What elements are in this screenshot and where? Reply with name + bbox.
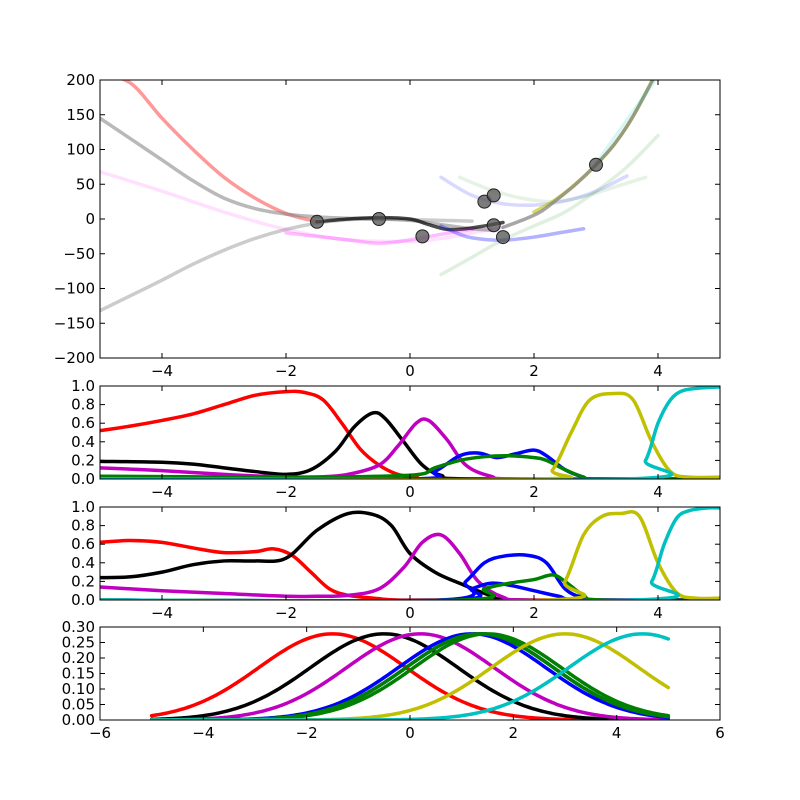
data-point [589, 157, 603, 172]
y-tick-label: 0.10 [62, 680, 95, 698]
y-tick-label: 1.0 [71, 377, 95, 395]
y-tick-label: 0.15 [62, 665, 95, 683]
x-tick-label: 6 [715, 724, 725, 742]
y-tick-label: 0.0 [71, 470, 95, 488]
y-tick-label: 0.6 [71, 535, 95, 553]
x-tick-label: −2 [275, 362, 297, 380]
series-line-2 [149, 632, 671, 720]
y-tick-label: 0.6 [71, 414, 95, 432]
y-tick-label: 0.05 [62, 696, 95, 714]
series-line-2 [100, 532, 720, 600]
plot-area [100, 80, 660, 313]
y-tick-label: 0.4 [71, 554, 95, 572]
series-line-3 [315, 215, 505, 232]
y-tick-label: −200 [54, 349, 95, 367]
y-tick-label: 0.20 [62, 649, 95, 667]
plot-area [100, 386, 720, 479]
series-line-4 [100, 453, 720, 479]
series-line-8 [439, 133, 660, 277]
series-line-7 [149, 632, 671, 720]
series-line-11 [501, 80, 655, 230]
x-tick-label: 4 [653, 483, 663, 501]
series-line-5 [100, 573, 720, 600]
x-tick-label: 2 [529, 362, 539, 380]
y-tick-label: 100 [66, 141, 95, 159]
y-tick-label: 0.0 [71, 591, 95, 609]
x-tick-label: −2 [296, 724, 318, 742]
x-tick-label: 2 [509, 724, 519, 742]
x-tick-label: −4 [151, 604, 173, 622]
x-tick-label: 0 [405, 604, 415, 622]
series-line-5 [284, 227, 474, 246]
panel-gaussians: −6 −4 −2 0 2 4 6 0.000.050.100.150.200.250.30 [62, 618, 725, 742]
y-tick-label: 0 [85, 210, 95, 228]
data-point [486, 218, 501, 233]
x-tick-label: 2 [529, 483, 539, 501]
series-line-0 [100, 538, 720, 600]
y-tick-label: 0.00 [62, 711, 95, 729]
series-line-1 [100, 116, 493, 232]
x-tick-label: −4 [151, 483, 173, 501]
series-line-7 [439, 174, 629, 208]
x-tick-label: 2 [529, 604, 539, 622]
panel-membership-a: −4 −2 0 2 4 0.00.20.40.60.81.0 [71, 377, 721, 501]
x-tick-label: 0 [405, 724, 415, 742]
y-tick-label: 0.4 [71, 433, 95, 451]
x-tick-label: −2 [275, 604, 297, 622]
x-tick-label: 4 [612, 724, 622, 742]
x-tick-label: −4 [151, 362, 173, 380]
x-tick-label: 4 [653, 362, 663, 380]
y-tick-label: −150 [54, 314, 95, 332]
x-tick-label: −6 [89, 724, 111, 742]
x-tick-label: −4 [192, 724, 214, 742]
y-tick-label: 0.30 [62, 618, 95, 636]
y-tick-label: 0.2 [71, 572, 95, 590]
x-tick-label: 0 [405, 483, 415, 501]
series-line-1 [149, 632, 671, 720]
y-tick-label: 0.8 [71, 517, 95, 535]
data-point [372, 212, 386, 226]
y-tick-label: −50 [63, 245, 95, 263]
y-tick-label: 150 [66, 106, 95, 124]
series-line-6 [100, 386, 720, 479]
panel-membership-b: −4 −2 0 2 4 0.00.20.40.60.81.0 [71, 498, 721, 622]
data-point [496, 230, 510, 245]
panel-gp-samples: −4 −2 0 2 4 −200 −150 −100 −50 0 50 100 150 200 [54, 71, 721, 380]
data-point [415, 229, 430, 244]
series-line-12 [594, 80, 658, 166]
y-tick-label: 200 [66, 71, 95, 89]
y-tick-label: 0.2 [71, 451, 95, 469]
data-point [486, 188, 501, 203]
series-line-7 [100, 507, 720, 600]
series-line-4 [100, 169, 505, 244]
data-point [310, 214, 324, 229]
x-tick-label: 4 [653, 604, 663, 622]
y-tick-label: 50 [76, 175, 95, 193]
y-tick-label: 1.0 [71, 498, 95, 516]
y-tick-label: 0.8 [71, 396, 95, 414]
y-tick-label: 0.25 [62, 634, 95, 652]
y-tick-label: −100 [54, 280, 95, 298]
x-tick-label: 0 [405, 362, 415, 380]
series-line-1 [100, 410, 720, 479]
x-tick-label: −2 [275, 483, 297, 501]
